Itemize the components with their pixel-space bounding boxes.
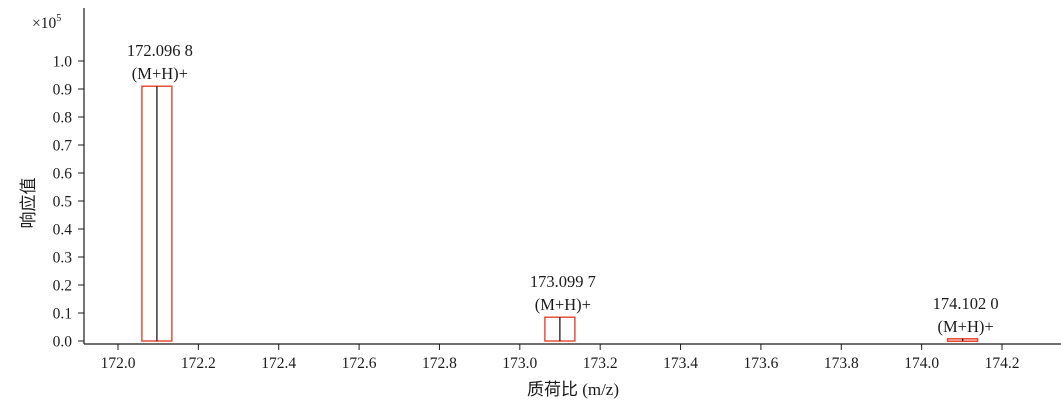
y-tick-label: 0.2 xyxy=(53,278,72,295)
peak: 174.102 0 (M+H)+ xyxy=(933,294,999,342)
y-tick-label: 0.8 xyxy=(53,110,73,127)
x-tick-label: 173.6 xyxy=(743,355,778,372)
y-tick-label: 0.6 xyxy=(53,166,73,183)
x-tick-label: 173.0 xyxy=(502,355,537,372)
y-ticks: 0.0 0.1 0.2 0.3 0.4 0.5 0.6 0.7 0.8 0.9 1.0 xyxy=(53,54,84,351)
y-tick-label: 1.0 xyxy=(53,54,73,71)
y-tick-label: 0.1 xyxy=(53,306,72,323)
peaks: 172.096 8 (M+H)+ 173.099 7 (M+H)+ 174.102 0 (… xyxy=(127,41,999,342)
peak-mass-label: 172.096 8 xyxy=(127,41,193,60)
svg-text:×105: ×105 xyxy=(32,13,61,32)
x-tick-label: 173.4 xyxy=(663,355,698,372)
peak: 172.096 8 (M+H)+ xyxy=(127,41,193,342)
y-tick-label: 0.7 xyxy=(53,138,73,155)
y-multiplier-base: ×10 xyxy=(32,15,56,32)
x-ticks: 172.0 172.2 172.4 172.6 172.8 173.0 173.2 173.4… xyxy=(101,344,1020,372)
y-multiplier-exponent: 5 xyxy=(56,13,61,24)
y-tick-label: 0.3 xyxy=(53,250,73,267)
x-tick-label: 172.2 xyxy=(181,355,216,372)
peak-mass-label: 174.102 0 xyxy=(933,294,999,313)
x-axis-title: 质荷比 (m/z) xyxy=(527,380,619,399)
x-tick-label: 174.0 xyxy=(904,355,939,372)
y-tick-label: 0.4 xyxy=(53,222,73,239)
peak-ion-label: (M+H)+ xyxy=(938,317,994,336)
x-tick-label: 172.4 xyxy=(261,355,296,372)
peak: 173.099 7 (M+H)+ xyxy=(530,272,596,342)
peak-mass-label: 173.099 7 xyxy=(530,272,596,291)
peak-ion-label: (M+H)+ xyxy=(535,295,591,314)
y-tick-label: 0.0 xyxy=(53,334,73,351)
x-tick-label: 174.2 xyxy=(985,355,1020,372)
x-tick-label: 173.2 xyxy=(583,355,618,372)
y-tick-label: 0.5 xyxy=(53,194,73,211)
peak-ion-label: (M+H)+ xyxy=(132,64,188,83)
x-tick-label: 172.0 xyxy=(101,355,136,372)
x-tick-label: 173.8 xyxy=(824,355,859,372)
y-tick-label: 0.9 xyxy=(53,82,73,99)
y-axis-title: 响应值 xyxy=(19,178,38,229)
x-tick-label: 172.8 xyxy=(422,355,457,372)
y-axis-multiplier: ×105 xyxy=(32,13,61,32)
x-tick-label: 172.6 xyxy=(342,355,377,372)
